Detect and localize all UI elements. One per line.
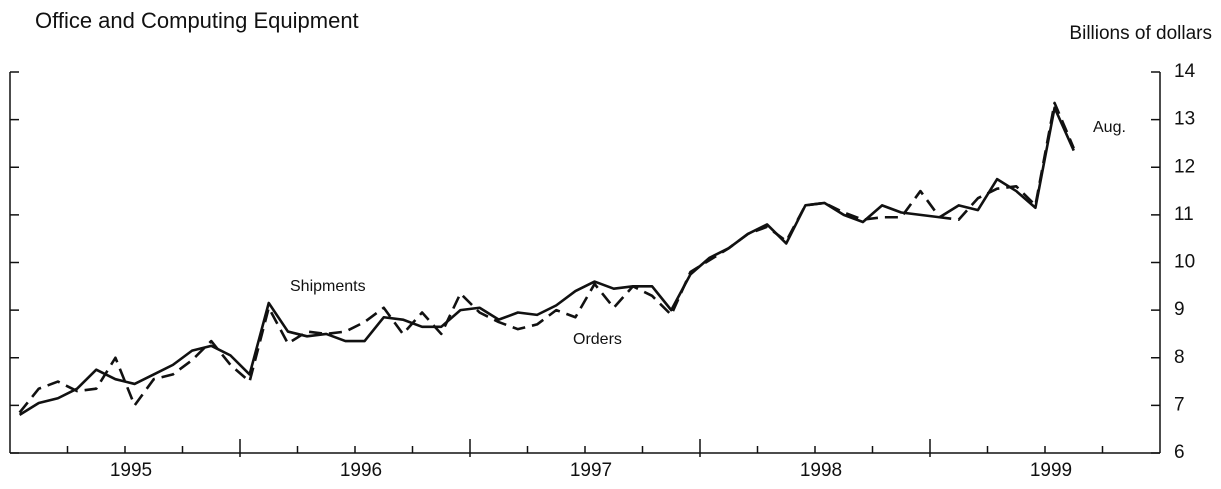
x-tick-label: 1999 (1030, 460, 1072, 481)
y-tick-label: 8 (1174, 347, 1185, 368)
x-tick-label: 1996 (340, 460, 382, 481)
series-label: Orders (573, 331, 622, 348)
y-tick-label: 13 (1174, 109, 1195, 130)
y-tick-label: 9 (1174, 299, 1185, 320)
x-tick-label: 1997 (570, 460, 612, 481)
y-tick-label: 11 (1174, 204, 1194, 225)
y-tick-label: 10 (1174, 252, 1195, 273)
y-axis-label: Billions of dollars (1069, 23, 1212, 44)
annotation: Aug. (1093, 119, 1126, 136)
y-tick-label: 12 (1174, 156, 1195, 177)
y-tick-label: 7 (1174, 394, 1185, 415)
x-tick-label: 1998 (800, 460, 842, 481)
series-line (18, 106, 1075, 417)
x-tick-label: 1995 (110, 460, 152, 481)
y-tick-label: 14 (1174, 61, 1196, 82)
chart-title: Office and Computing Equipment (35, 8, 359, 33)
y-tick-label: 6 (1174, 442, 1185, 463)
series-line (18, 101, 1075, 414)
series-label: Shipments (290, 278, 366, 295)
